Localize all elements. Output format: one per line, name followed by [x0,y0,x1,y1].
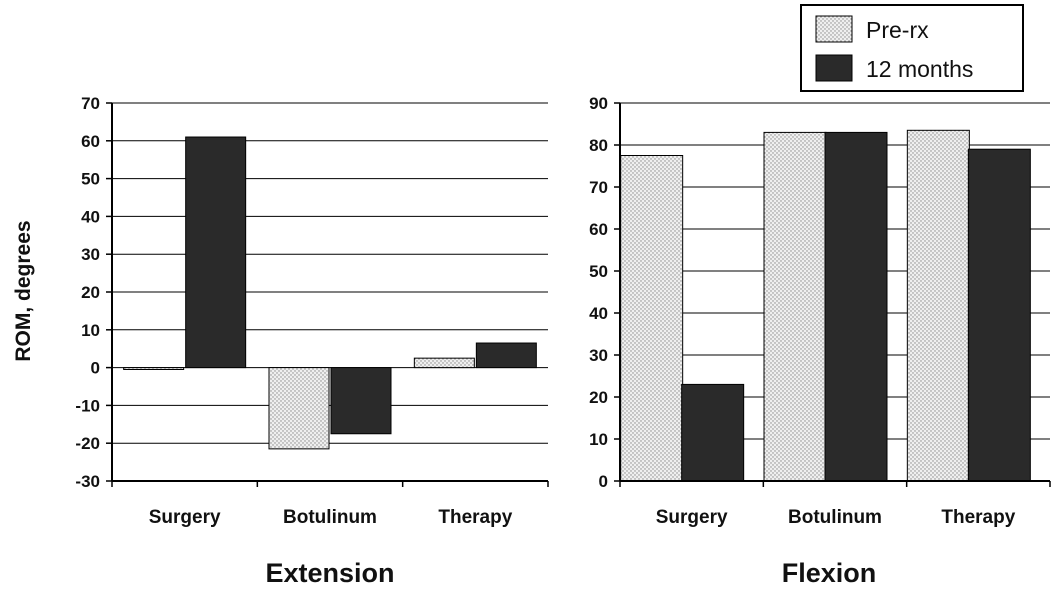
flexion-y-tick-label: 60 [589,220,608,239]
flexion-category-label: Therapy [941,507,1015,528]
extension-y-tick-label: 30 [81,245,100,264]
extension-y-tick-label: 50 [81,170,100,189]
flexion-category-label: Surgery [656,507,728,528]
extension-category-label: Botulinum [283,507,377,528]
extension-y-tick-label: 20 [81,283,100,302]
extension-title: Extension [265,558,394,588]
flexion-bar-pre-rx-therapy [906,129,970,482]
flexion-y-tick-label: 40 [589,304,608,323]
flexion-category-label: Botulinum [788,507,882,528]
y-axis-label: ROM, degrees [12,220,35,361]
extension-y-tick-label: 10 [81,321,100,340]
flexion-title: Flexion [782,558,877,588]
flexion-y-tick-label: 0 [599,472,608,491]
flexion-y-tick-label: 20 [589,388,608,407]
extension-category-label: Surgery [149,507,221,528]
flexion-y-tick-label: 80 [589,136,608,155]
extension-bar-12-months-botulinum [330,367,392,435]
flexion-y-tick-label: 10 [589,430,608,449]
extension-y-tick-label: -10 [75,396,100,415]
flexion-bar-12-months-therapy [967,148,1031,482]
extension-y-tick-label: -30 [75,472,100,491]
flexion-bar-12-months-surgery [681,383,745,482]
extension-chart: -30 -20 -10 0 10 20 30 40 50 60 70 Surgery Botulinum… [75,94,549,528]
flexion-y-tick-label: 30 [589,346,608,365]
flexion-bar-12-months-botulinum [824,131,888,482]
extension-bar-12-months-surgery [185,136,247,369]
extension-y-tick-label: 0 [91,359,100,378]
flexion-y-tick-label: 50 [589,262,608,281]
extension-category-label: Therapy [438,507,512,528]
flexion-y-tick-label: 70 [589,178,608,197]
flexion-bar-pre-rx-botulinum [763,131,827,482]
extension-bar-pre-rx-botulinum [268,367,330,450]
flexion-chart: 0 10 20 30 40 50 60 70 80 90 Surgery Botulinum Thera… [589,94,1051,528]
extension-bar-pre-rx-surgery [123,367,185,370]
flexion-bar-pre-rx-surgery [620,155,684,482]
extension-y-tick-label: 40 [81,207,100,226]
legend-label-12-months: 12 months [866,56,973,82]
legend: Pre-rx 12 months [800,4,1024,92]
extension-bar-12-months-therapy [475,342,537,369]
legend-label-pre-rx: Pre-rx [866,17,929,43]
extension-y-tick-label: -20 [75,434,100,453]
legend-swatch-pre-rx [815,15,853,43]
extension-y-tick-label: 70 [81,94,100,113]
extension-y-tick-label: 60 [81,132,100,151]
flexion-y-tick-label: 90 [589,94,608,113]
legend-swatch-12-months [815,54,853,82]
extension-bar-pre-rx-therapy [413,357,475,369]
